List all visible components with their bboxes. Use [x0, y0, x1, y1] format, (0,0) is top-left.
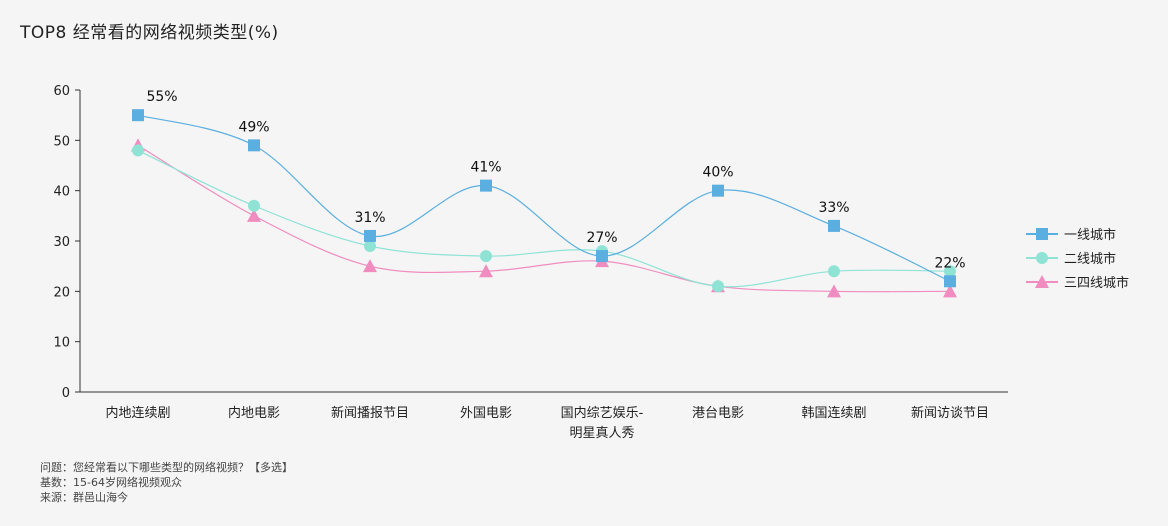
data-label: 31%	[354, 210, 385, 226]
legend-marker	[1035, 275, 1049, 288]
footnote-source: 来源：群邑山海今	[40, 491, 128, 504]
data-point	[479, 264, 493, 278]
data-point	[363, 259, 377, 273]
data-point	[248, 199, 260, 212]
data-point	[132, 109, 144, 122]
data-point	[596, 250, 608, 263]
legend-marker	[1036, 252, 1048, 264]
series-line	[137, 149, 951, 288]
legend-label: 三四线城市	[1064, 275, 1129, 291]
x-tick-label: 港台电影	[692, 406, 744, 421]
footnotes: 问题：您经常看以下哪些类型的网络视频？【多选】 基数：15-64岁网络视频观众 …	[40, 460, 293, 505]
data-point	[712, 184, 724, 197]
x-tick-label: 内地连续剧	[105, 405, 170, 421]
data-point	[247, 208, 261, 222]
data-label: 40%	[702, 165, 733, 181]
data-point	[943, 284, 957, 298]
data-label: 33%	[818, 200, 849, 216]
series-markers	[131, 109, 957, 298]
y-tick-label: 50	[53, 134, 70, 149]
data-label: 55%	[146, 89, 177, 105]
data-label: 41%	[470, 160, 501, 176]
legend-marker	[1036, 228, 1048, 240]
footnote-question: 问题：您经常看以下哪些类型的网络视频？【多选】	[40, 461, 293, 474]
data-labels: 55% 49% 31% 41% 27% 40% 33% 22%	[146, 89, 965, 271]
axes: 0 10 20 30 40 50 60 内地连续剧 内地电影 新闻播报节目 外国电影 国内综艺娱乐-明…	[53, 84, 1008, 441]
data-point	[712, 280, 724, 293]
x-tick-label: 新闻播报节目	[331, 405, 409, 421]
chart-title: TOP8 经常看的网络视频类型(%)	[20, 23, 279, 43]
data-point	[828, 219, 840, 232]
data-point	[480, 179, 492, 192]
data-point	[364, 240, 376, 253]
x-tick-label: 新闻访谈节目	[911, 405, 989, 421]
y-tick-label: 0	[62, 386, 70, 401]
x-tick-label: 外国电影	[460, 406, 512, 421]
data-label: 22%	[934, 255, 965, 271]
x-tick-label: 韩国连续剧	[801, 405, 866, 421]
legend-label: 一线城市	[1064, 227, 1116, 243]
data-point	[132, 144, 144, 157]
legend-label: 二线城市	[1064, 251, 1116, 267]
data-label: 27%	[586, 230, 617, 246]
footnote-base: 基数：15-64岁网络视频观众	[40, 476, 182, 489]
y-tick-label: 40	[53, 185, 70, 200]
data-point	[364, 229, 376, 242]
data-point	[944, 275, 956, 288]
x-tick-label: 国内综艺娱乐-明星真人秀	[561, 405, 644, 441]
y-tick-label: 60	[53, 84, 70, 99]
y-tick-label: 30	[53, 235, 70, 250]
y-tick-label: 20	[53, 285, 70, 300]
data-point	[827, 284, 841, 298]
data-label: 49%	[238, 119, 269, 135]
data-point	[480, 250, 492, 263]
series-line	[137, 114, 951, 282]
data-point	[828, 265, 840, 278]
y-tick-label: 10	[53, 336, 70, 351]
x-tick-label: 内地电影	[228, 405, 280, 421]
data-point	[944, 265, 956, 278]
data-point	[248, 139, 260, 152]
